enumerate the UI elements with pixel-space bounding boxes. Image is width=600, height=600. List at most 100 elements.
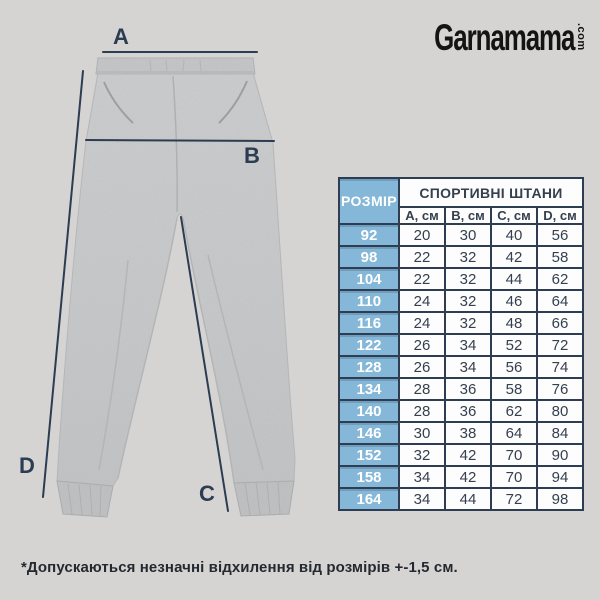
measurement-value: 76 <box>536 377 584 401</box>
table-row: 92 20 30 40 56 <box>338 223 584 247</box>
table-row: 164 34 44 72 98 <box>338 487 584 511</box>
table-row: 134 28 36 58 76 <box>338 377 584 401</box>
pants-diagram: A B C D <box>19 24 296 518</box>
table-row: 152 32 42 70 90 <box>338 443 584 467</box>
measurement-value: 52 <box>490 333 538 357</box>
table-row: 110 24 32 46 64 <box>338 289 584 313</box>
measurement-value: 28 <box>398 377 446 401</box>
measurement-value: 30 <box>398 421 446 445</box>
measurement-value: 44 <box>444 487 492 511</box>
measurement-value: 72 <box>536 333 584 357</box>
brand-logo: Garnamama .com <box>374 19 587 56</box>
measurement-value: 24 <box>398 289 446 313</box>
table-header-row: РОЗМІР СПОРТИВНІ ШТАНИ <box>338 177 584 225</box>
measurement-value: 36 <box>444 399 492 423</box>
size-label: 134 <box>338 377 400 401</box>
measurement-value: 32 <box>398 443 446 467</box>
measurement-value: 46 <box>490 289 538 313</box>
measurement-value: 84 <box>536 421 584 445</box>
measurement-value: 44 <box>490 267 538 291</box>
measurement-value: 56 <box>490 355 538 379</box>
measurement-value: 64 <box>490 421 538 445</box>
measurement-value: 62 <box>490 399 538 423</box>
group-header: СПОРТИВНІ ШТАНИ <box>398 177 584 208</box>
measurement-label-b: B <box>244 143 260 168</box>
measurement-value: 72 <box>490 487 538 511</box>
measurement-value: 22 <box>398 245 446 269</box>
measurement-value: 26 <box>398 355 446 379</box>
measurement-value: 34 <box>398 465 446 489</box>
size-label: 104 <box>338 267 400 291</box>
table-row: 104 22 32 44 62 <box>338 267 584 291</box>
measurement-value: 62 <box>536 267 584 291</box>
measurement-value: 42 <box>444 443 492 467</box>
measurement-value: 80 <box>536 399 584 423</box>
measurement-value: 38 <box>444 421 492 445</box>
size-table: РОЗМІР СПОРТИВНІ ШТАНИ А, см В, см С, см… <box>338 177 584 511</box>
measurement-value: 28 <box>398 399 446 423</box>
measurement-value: 32 <box>444 311 492 335</box>
measurement-value: 42 <box>490 245 538 269</box>
measurement-value: 48 <box>490 311 538 335</box>
measurement-value: 70 <box>490 465 538 489</box>
table-row: 122 26 34 52 72 <box>338 333 584 357</box>
measurement-value: 56 <box>536 223 584 247</box>
measurement-value: 34 <box>444 355 492 379</box>
size-label: 122 <box>338 333 400 357</box>
size-label: 116 <box>338 311 400 335</box>
measurement-line-c <box>180 216 229 512</box>
measurement-label-c: C <box>199 481 215 506</box>
measurement-value: 34 <box>444 333 492 357</box>
measurement-value: 58 <box>490 377 538 401</box>
measurement-value: 24 <box>398 311 446 335</box>
measurement-value: 66 <box>536 311 584 335</box>
measurement-value: 74 <box>536 355 584 379</box>
table-row: 98 22 32 42 58 <box>338 245 584 269</box>
column-header-c: С, см <box>490 206 538 225</box>
table-row: 158 34 42 70 94 <box>338 465 584 489</box>
table-subheader-row: А, см В, см С, см D, см <box>339 206 584 225</box>
measurement-label-a: A <box>113 24 129 49</box>
measurement-value: 30 <box>444 223 492 247</box>
size-label: 164 <box>338 487 400 511</box>
brand-tld: .com <box>575 23 587 51</box>
size-label: 146 <box>338 421 400 445</box>
size-column-header: РОЗМІР <box>338 177 400 225</box>
measurement-value: 34 <box>398 487 446 511</box>
size-label: 92 <box>338 223 400 247</box>
size-label: 158 <box>338 465 400 489</box>
measurement-value: 98 <box>536 487 584 511</box>
measurement-value: 36 <box>444 377 492 401</box>
table-row: 128 26 34 56 74 <box>338 355 584 379</box>
column-header-a: А, см <box>398 206 446 225</box>
size-label: 128 <box>338 355 400 379</box>
size-label: 98 <box>338 245 400 269</box>
tolerance-footnote: *Допускаються незначні відхилення від ро… <box>21 559 458 576</box>
measurement-value: 32 <box>444 267 492 291</box>
measurement-line-b <box>85 139 275 142</box>
size-label: 140 <box>338 399 400 423</box>
measurement-value: 40 <box>490 223 538 247</box>
table-row: 116 24 32 48 66 <box>338 311 584 335</box>
measurement-value: 64 <box>536 289 584 313</box>
measurement-label-d: D <box>19 453 35 478</box>
measurement-value: 90 <box>536 443 584 467</box>
measurement-value: 94 <box>536 465 584 489</box>
table-row: 146 30 38 64 84 <box>338 421 584 445</box>
measurement-value: 42 <box>444 465 492 489</box>
measurement-value: 20 <box>398 223 446 247</box>
measurement-value: 22 <box>398 267 446 291</box>
measurement-value: 58 <box>536 245 584 269</box>
column-header-b: В, см <box>444 206 492 225</box>
size-label: 110 <box>338 289 400 313</box>
size-label: 152 <box>338 443 400 467</box>
column-header-d: D, см <box>536 206 584 225</box>
size-table-body: 92 20 30 40 56 98 22 32 42 58 104 22 32 44 62 110 24 32 46… <box>338 223 584 511</box>
measurement-value: 26 <box>398 333 446 357</box>
measurement-value: 32 <box>444 245 492 269</box>
measurement-value: 32 <box>444 289 492 313</box>
table-row: 140 28 36 62 80 <box>338 399 584 423</box>
pants-illustration <box>56 57 296 518</box>
measurement-line-d <box>42 70 84 498</box>
